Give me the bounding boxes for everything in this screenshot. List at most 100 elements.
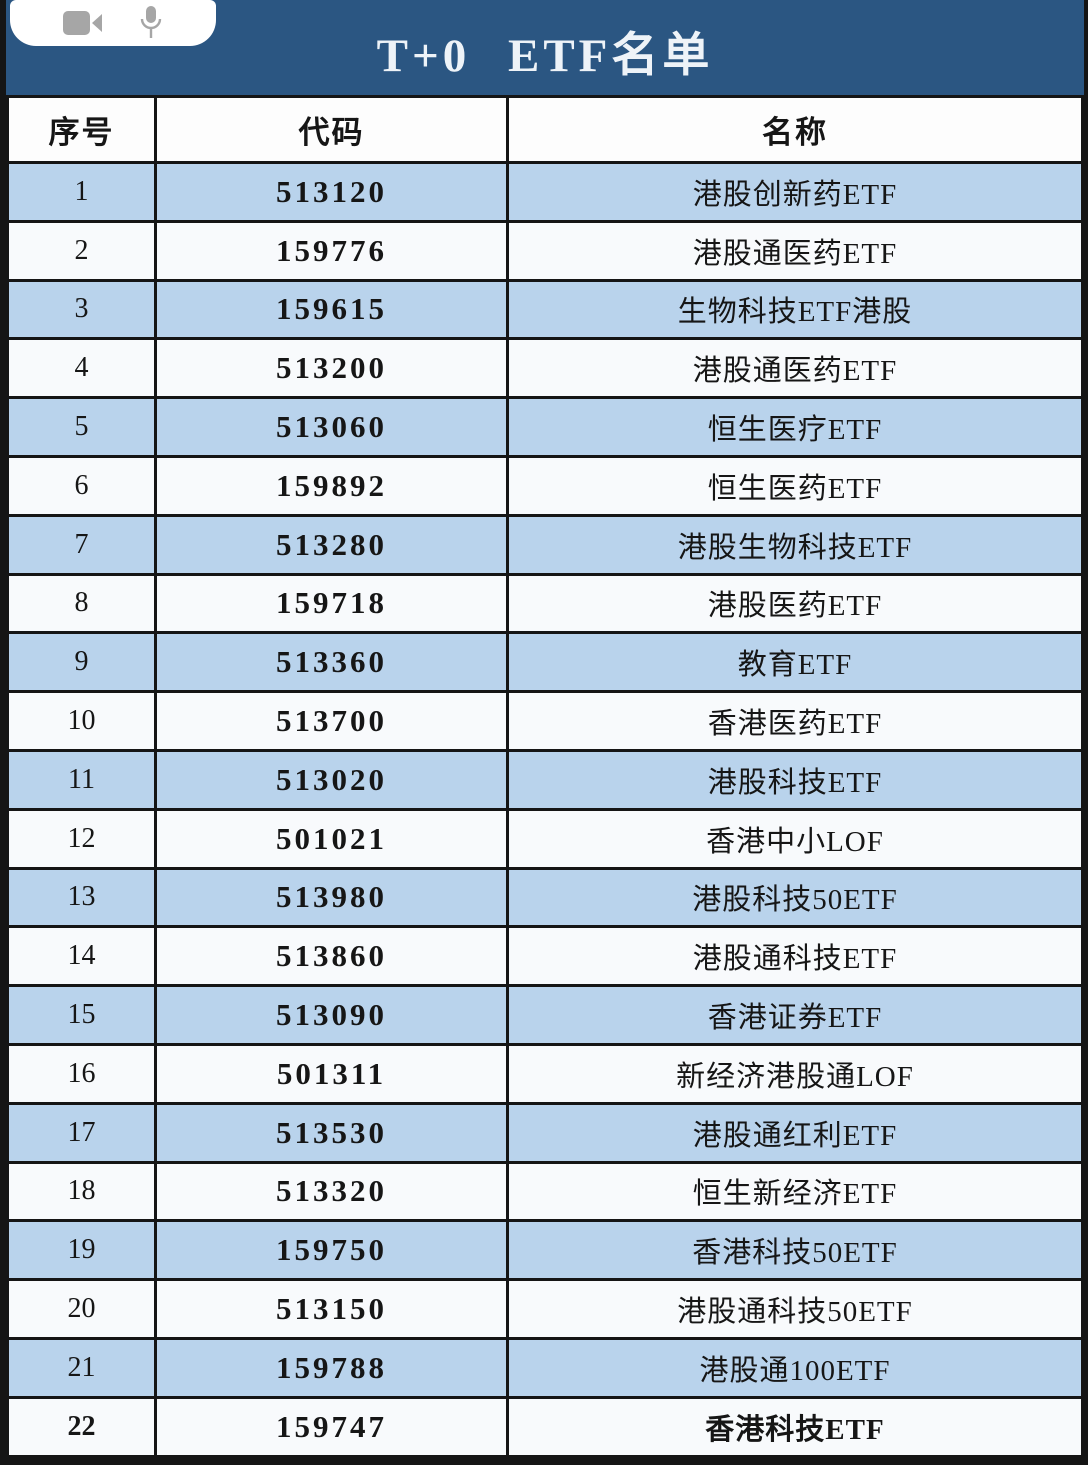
row-name: 港股通科技50ETF <box>506 1278 1084 1340</box>
row-name: 香港医药ETF <box>506 690 1084 752</box>
table-row: 14 513860 港股通科技ETF <box>6 925 1084 988</box>
row-seq: 8 <box>6 572 157 635</box>
row-name: 新经济港股通LOF <box>506 1042 1084 1105</box>
row-name: 港股科技50ETF <box>506 866 1084 929</box>
col-header-seq: 序号 <box>6 95 157 164</box>
row-seq: 12 <box>6 807 157 870</box>
row-seq: 19 <box>6 1219 157 1282</box>
row-code: 159788 <box>154 1336 509 1399</box>
row-seq: 15 <box>6 984 157 1046</box>
row-seq: 14 <box>6 925 157 988</box>
table-row: 10 513700 香港医药ETF <box>6 690 1084 752</box>
row-code: 513980 <box>154 866 509 929</box>
camera-icon[interactable] <box>62 9 104 37</box>
title-bar: T+0 ETF名单 <box>6 0 1084 95</box>
row-code: 513700 <box>154 690 509 752</box>
table-row: 20 513150 港股通科技50ETF <box>6 1278 1084 1340</box>
row-code: 513090 <box>154 984 509 1046</box>
page-title: T+0 ETF名单 <box>376 30 714 82</box>
row-code: 159718 <box>154 572 509 635</box>
col-header-code: 代码 <box>154 95 509 164</box>
row-code: 159615 <box>154 278 509 341</box>
recording-controls <box>10 0 216 46</box>
table-row: 13 513980 港股科技50ETF <box>6 866 1084 929</box>
table-row: 11 513020 港股科技ETF <box>6 748 1084 811</box>
row-name: 港股通红利ETF <box>506 1101 1084 1164</box>
row-name: 恒生医疗ETF <box>506 396 1084 458</box>
row-seq: 22 <box>6 1395 157 1455</box>
row-code: 513200 <box>154 337 509 400</box>
row-code: 159750 <box>154 1219 509 1282</box>
row-code: 501021 <box>154 807 509 870</box>
row-code: 513530 <box>154 1101 509 1164</box>
row-name: 恒生新经济ETF <box>506 1160 1084 1223</box>
row-name: 港股通医药ETF <box>506 219 1084 282</box>
row-seq: 9 <box>6 631 157 694</box>
row-name: 教育ETF <box>506 631 1084 694</box>
row-seq: 4 <box>6 337 157 400</box>
table-row: 17 513530 港股通红利ETF <box>6 1101 1084 1164</box>
table-row: 7 513280 港股生物科技ETF <box>6 513 1084 576</box>
table-row: 19 159750 香港科技50ETF <box>6 1219 1084 1282</box>
table-row: 22 159747 香港科技ETF <box>6 1395 1084 1455</box>
row-seq: 21 <box>6 1336 157 1399</box>
table-body: 1 513120 港股创新药ETF 2 159776 港股通医药ETF 3 15… <box>6 161 1084 1455</box>
row-code: 513280 <box>154 513 509 576</box>
table-row: 5 513060 恒生医疗ETF <box>6 396 1084 458</box>
row-seq: 1 <box>6 161 157 223</box>
row-code: 513150 <box>154 1278 509 1340</box>
row-seq: 7 <box>6 513 157 576</box>
row-seq: 18 <box>6 1160 157 1223</box>
row-name: 港股通科技ETF <box>506 925 1084 988</box>
row-code: 513120 <box>154 161 509 223</box>
row-name: 港股创新药ETF <box>506 161 1084 223</box>
row-seq: 3 <box>6 278 157 341</box>
mic-icon[interactable] <box>138 5 164 41</box>
row-name: 香港证券ETF <box>506 984 1084 1046</box>
row-code: 501311 <box>154 1042 509 1105</box>
table-row: 2 159776 港股通医药ETF <box>6 219 1084 282</box>
col-header-name: 名称 <box>506 95 1084 164</box>
row-name: 港股科技ETF <box>506 748 1084 811</box>
table-row: 4 513200 港股通医药ETF <box>6 337 1084 400</box>
table-row: 16 501311 新经济港股通LOF <box>6 1042 1084 1105</box>
row-seq: 16 <box>6 1042 157 1105</box>
row-code: 513360 <box>154 631 509 694</box>
row-name: 港股生物科技ETF <box>506 513 1084 576</box>
row-seq: 17 <box>6 1101 157 1164</box>
table-row: 21 159788 港股通100ETF <box>6 1336 1084 1399</box>
table-row: 3 159615 生物科技ETF港股 <box>6 278 1084 341</box>
row-name: 生物科技ETF港股 <box>506 278 1084 341</box>
row-name: 恒生医药ETF <box>506 454 1084 517</box>
row-seq: 5 <box>6 396 157 458</box>
row-name: 港股医药ETF <box>506 572 1084 635</box>
table-row: 15 513090 香港证券ETF <box>6 984 1084 1046</box>
header-row: 序号 代码 名称 <box>6 95 1084 164</box>
etf-table: 序号 代码 名称 1 513120 港股创新药ETF 2 159776 港股通医… <box>6 95 1084 1455</box>
row-seq: 13 <box>6 866 157 929</box>
row-code: 159776 <box>154 219 509 282</box>
row-code: 513860 <box>154 925 509 988</box>
table-row: 6 159892 恒生医药ETF <box>6 454 1084 517</box>
row-code: 159747 <box>154 1395 509 1455</box>
table-row: 8 159718 港股医药ETF <box>6 572 1084 635</box>
table-row: 12 501021 香港中小LOF <box>6 807 1084 870</box>
row-name: 港股通医药ETF <box>506 337 1084 400</box>
row-name: 港股通100ETF <box>506 1336 1084 1399</box>
row-seq: 11 <box>6 748 157 811</box>
row-seq: 2 <box>6 219 157 282</box>
row-code: 513320 <box>154 1160 509 1223</box>
table-row: 18 513320 恒生新经济ETF <box>6 1160 1084 1223</box>
table-row: 9 513360 教育ETF <box>6 631 1084 694</box>
row-code: 513060 <box>154 396 509 458</box>
row-name: 香港中小LOF <box>506 807 1084 870</box>
row-seq: 6 <box>6 454 157 517</box>
row-seq: 10 <box>6 690 157 752</box>
row-name: 香港科技ETF <box>506 1395 1084 1455</box>
table-row: 1 513120 港股创新药ETF <box>6 161 1084 223</box>
row-code: 159892 <box>154 454 509 517</box>
table-header: 序号 代码 名称 <box>6 95 1084 164</box>
row-seq: 20 <box>6 1278 157 1340</box>
row-code: 513020 <box>154 748 509 811</box>
